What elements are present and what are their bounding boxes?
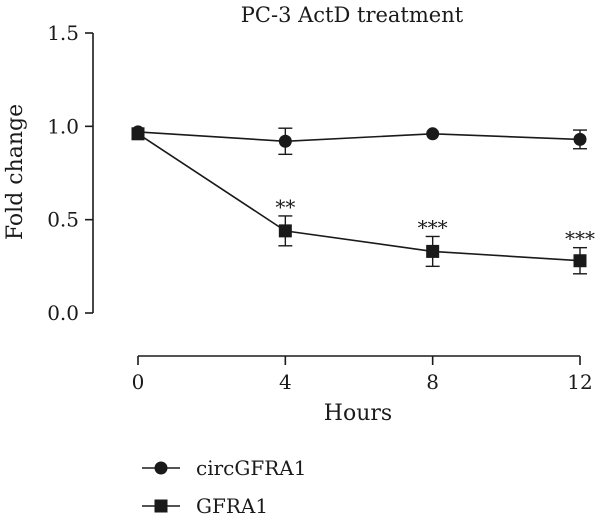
series-line bbox=[137, 133, 581, 262]
y-tick-label: 0.0 bbox=[47, 301, 79, 325]
x-tick-label: 0 bbox=[132, 370, 145, 394]
series-circGFRA1 bbox=[131, 125, 587, 156]
series-GFRA1: ***** *** bbox=[131, 127, 595, 275]
data-point-square bbox=[573, 254, 587, 268]
data-point-square bbox=[426, 244, 440, 258]
significance-label: ** bbox=[275, 195, 295, 219]
legend-label: circGFRA1 bbox=[196, 456, 306, 480]
data-point-circle bbox=[426, 127, 440, 141]
data-point-square bbox=[278, 224, 292, 238]
legend-label: GFRA1 bbox=[196, 494, 268, 518]
significance-label: *** bbox=[418, 215, 448, 239]
significance-label: *** bbox=[565, 227, 595, 251]
data-point-square bbox=[131, 127, 145, 141]
y-tick-label: 1.5 bbox=[47, 21, 79, 45]
x-axis-label: Hours bbox=[324, 401, 392, 426]
y-tick-label: 0.5 bbox=[47, 208, 79, 232]
series-line bbox=[137, 131, 581, 143]
y-tick-label: 1.0 bbox=[47, 114, 79, 138]
x-tick-label: 12 bbox=[567, 370, 592, 394]
legend-marker-circle bbox=[154, 461, 168, 475]
chart-title: PC-3 ActD treatment bbox=[241, 3, 464, 27]
legend-item: circGFRA1 bbox=[142, 456, 306, 480]
data-point-circle bbox=[573, 132, 587, 146]
x-tick-label: 4 bbox=[279, 370, 292, 394]
x-tick-label: 8 bbox=[426, 370, 439, 394]
legend-marker-square bbox=[154, 499, 168, 513]
y-axis: 0.0 0.5 1.0 1.5 bbox=[47, 21, 94, 325]
plot-area: ***** *** bbox=[131, 125, 595, 275]
x-axis: 0 4 8 12 bbox=[132, 355, 593, 394]
legend-item: GFRA1 bbox=[142, 494, 268, 518]
y-axis-label: Fold change bbox=[3, 104, 28, 240]
data-point-circle bbox=[278, 134, 292, 148]
legend: circGFRA1 GFRA1 bbox=[142, 456, 306, 518]
